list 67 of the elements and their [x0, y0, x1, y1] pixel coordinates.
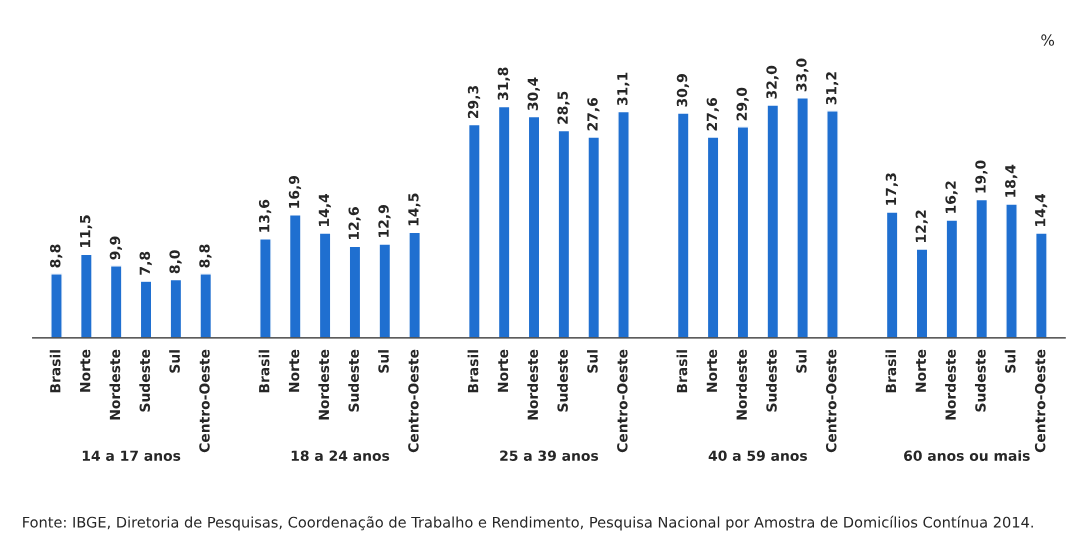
source-note: Fonte: IBGE, Diretoria de Pesquisas, Coordenação de Trabalho e Rendimento, Pesquisa Nacional por Amostra de Domicílios Contínua 2014.: [23, 515, 1033, 531]
data-label: 14,5: [408, 193, 421, 226]
x-tick-label: Norte: [80, 349, 91, 392]
data-label: 27,6: [706, 97, 719, 131]
data-label: 32,0: [766, 65, 779, 99]
x-tick-label: Sudeste: [348, 349, 359, 412]
text: %: [1041, 34, 1055, 46]
x-tick-label: Centro-Oeste: [825, 349, 837, 453]
x-tick-label: Norte: [497, 349, 509, 392]
x-tick-label: Brasil: [467, 350, 479, 393]
data-label: 29,0: [736, 87, 749, 121]
x-tick-label: Norte: [915, 349, 927, 392]
text: 14 a 17 anos: [82, 450, 181, 461]
data-label: 31,1: [617, 72, 630, 106]
text: 60 anos ou mais: [904, 450, 1030, 461]
data-label: 30,9: [676, 74, 690, 107]
data-label: 18,4: [1005, 164, 1018, 197]
data-label: 12,2: [915, 210, 928, 242]
x-tick-label: Sul: [1004, 350, 1016, 373]
data-label: 7,8: [139, 251, 152, 275]
data-label: 19,0: [975, 160, 988, 193]
data-label: 28,5: [557, 91, 570, 124]
x-tick-label: Nordeste: [736, 349, 747, 420]
data-label: 12,9: [378, 205, 391, 237]
data-label: 8,8: [50, 244, 63, 268]
data-label: 17,3: [885, 173, 898, 205]
x-tick-label: Sul: [586, 350, 598, 373]
text: 40 a 59 anos: [708, 450, 807, 461]
x-tick-label: Nordeste: [945, 349, 956, 420]
text: 25 a 39 anos: [500, 450, 599, 461]
data-label: 9,9: [109, 236, 122, 260]
data-label: 14,4: [318, 193, 331, 226]
x-tick-label: Centro-Oeste: [199, 349, 210, 453]
x-tick-label: Brasil: [676, 350, 688, 393]
x-tick-label: Brasil: [49, 350, 61, 393]
data-label: 16,9: [288, 175, 302, 208]
data-label: 13,6: [258, 199, 272, 232]
data-label: 33,0: [796, 58, 809, 92]
data-label: 29,3: [467, 85, 481, 118]
x-tick-label: Centro-Oeste: [408, 349, 419, 453]
data-label: 8,8: [199, 244, 212, 268]
x-tick-label: Centro-Oeste: [1034, 349, 1046, 453]
x-tick-label: Brasil: [258, 350, 270, 393]
data-label: 27,6: [587, 97, 600, 131]
data-label: 16,2: [945, 181, 958, 213]
x-tick-label: Sudeste: [557, 349, 568, 412]
x-tick-label: Brasil: [885, 350, 897, 393]
x-tick-label: Sul: [378, 350, 389, 373]
text: 18 a 24 anos: [291, 450, 390, 461]
data-label: 8,0: [169, 250, 182, 274]
x-tick-label: Sul: [795, 350, 807, 373]
x-tick-label: Sul: [169, 350, 180, 373]
data-label: 31,8: [497, 67, 510, 100]
x-tick-label: Sudeste: [139, 349, 151, 412]
x-tick-label: Norte: [288, 349, 300, 392]
x-tick-label: Sudeste: [974, 349, 986, 412]
x-tick-label: Nordeste: [527, 349, 539, 420]
data-label: 31,2: [825, 72, 839, 105]
data-label: 30,4: [527, 77, 540, 111]
data-label: 12,6: [348, 207, 361, 240]
x-tick-label: Centro-Oeste: [617, 349, 628, 453]
x-tick-label: Nordeste: [318, 349, 330, 420]
data-label: 11,5: [80, 215, 93, 248]
x-tick-label: Nordeste: [109, 349, 121, 420]
data-label: 14,4: [1035, 193, 1048, 226]
x-tick-label: Norte: [706, 349, 718, 392]
x-tick-label: Sudeste: [766, 349, 777, 412]
